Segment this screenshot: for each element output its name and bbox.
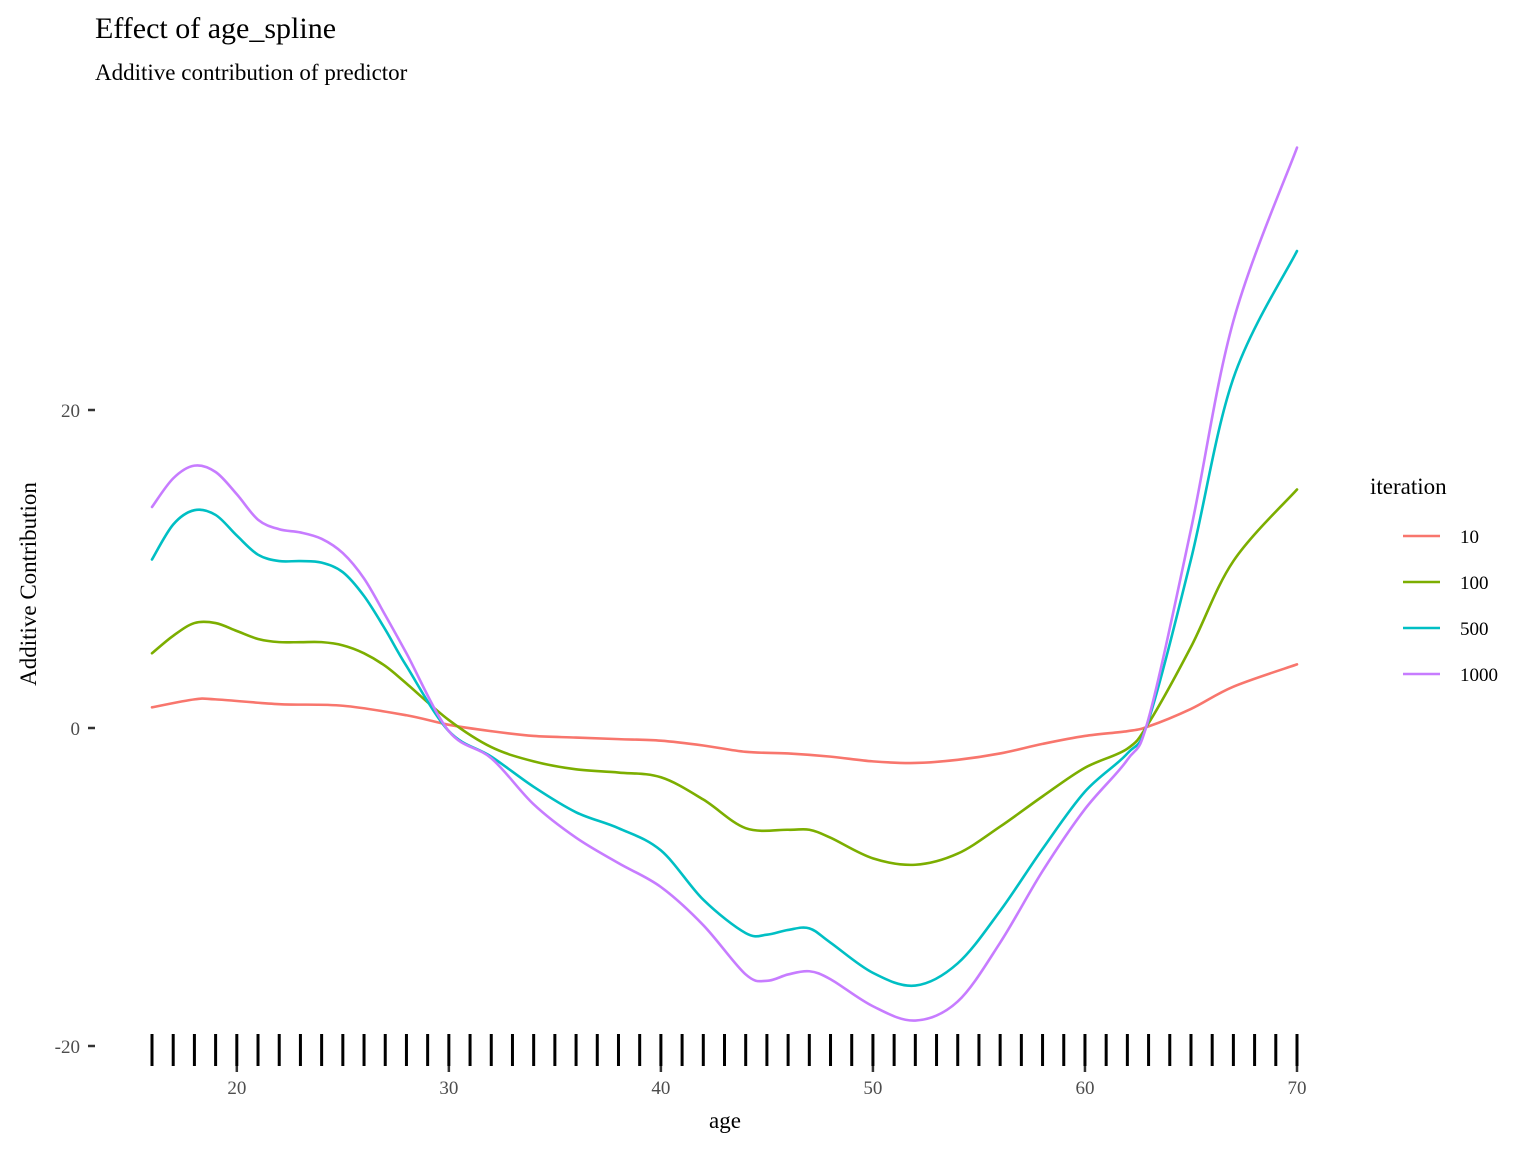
y-axis-label: Additive Contribution [16,482,41,686]
legend-label-500: 500 [1460,619,1489,640]
x-axis-label: age [709,1108,741,1133]
y-tick-label: -20 [55,1037,80,1058]
series-line-500 [150,249,1299,988]
rug-marks [150,1034,1299,1066]
x-tick-label: 20 [227,1078,246,1099]
x-tick-label: 40 [651,1078,670,1099]
series-line-1000 [150,146,1299,1022]
chart-subtitle: Additive contribution of predictor [95,60,408,85]
chart-title: Effect of age_spline [95,12,336,45]
legend: iteration 10 100 500 1000 [1370,474,1498,686]
y-tick-label: 20 [61,401,80,422]
series-line-10 [150,663,1299,765]
legend-title: iteration [1370,474,1447,499]
series-lines [150,146,1299,1022]
x-tick-label: 50 [863,1078,882,1099]
x-tick-label: 30 [439,1078,458,1099]
legend-label-1000: 1000 [1460,665,1498,686]
legend-label-10: 10 [1460,527,1479,548]
y-axis: -20 0 20 [55,401,95,1058]
series-line-100 [150,488,1299,867]
x-axis: 20 30 40 50 60 70 [227,1066,1307,1099]
legend-label-100: 100 [1460,573,1489,594]
y-tick-label: 0 [71,719,81,740]
x-tick-label: 60 [1075,1078,1094,1099]
x-tick-label: 70 [1288,1078,1307,1099]
